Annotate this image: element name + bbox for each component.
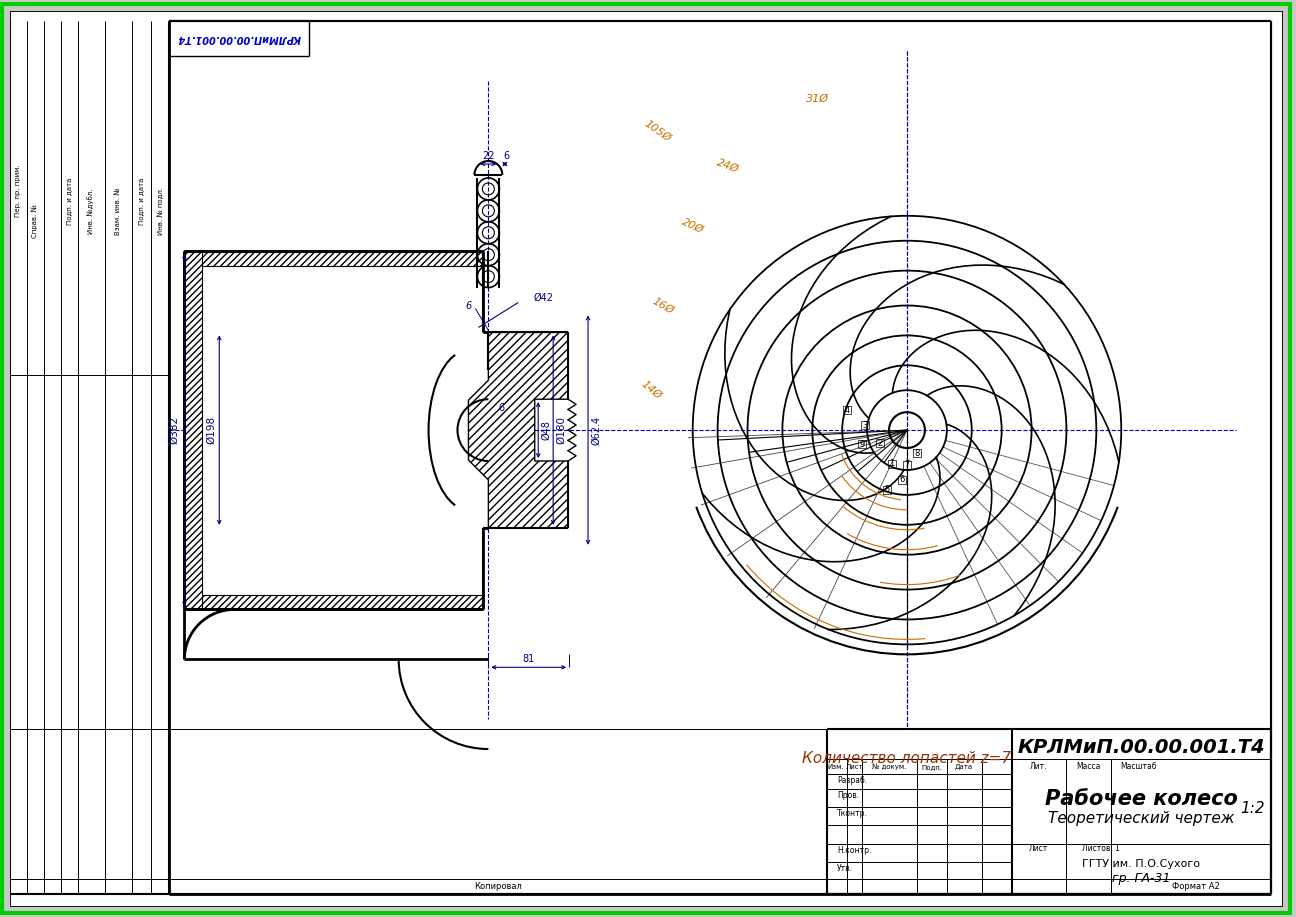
Text: Подп.: Подп. xyxy=(921,764,942,770)
Text: Листов  1: Листов 1 xyxy=(1082,845,1120,853)
Polygon shape xyxy=(184,250,202,610)
Bar xyxy=(898,476,906,484)
Text: Инв. № подл.: Инв. № подл. xyxy=(157,187,163,235)
Text: 1: 1 xyxy=(889,459,894,469)
Text: Ø42: Ø42 xyxy=(533,293,553,303)
Bar xyxy=(858,440,866,448)
Text: Ø62.4: Ø62.4 xyxy=(591,415,601,445)
Text: Ø180: Ø180 xyxy=(556,416,566,444)
Text: Инв. №дубл.: Инв. №дубл. xyxy=(87,188,95,234)
Text: 1:2: 1:2 xyxy=(1240,801,1265,816)
Text: Утв.: Утв. xyxy=(837,864,853,873)
Bar xyxy=(912,449,921,457)
Text: 9: 9 xyxy=(859,439,864,448)
Text: Рабочее колесо: Рабочее колесо xyxy=(1045,789,1238,809)
Text: Взам. инв. №: Взам. инв. № xyxy=(114,187,121,235)
Text: Справ. №: Справ. № xyxy=(31,204,38,238)
Polygon shape xyxy=(202,266,489,594)
Text: Подп. и дата: Подп. и дата xyxy=(137,177,144,225)
Text: 6: 6 xyxy=(465,301,472,311)
Bar xyxy=(883,486,892,494)
Text: Пер. пр. прим.: Пер. пр. прим. xyxy=(16,164,21,217)
Text: 20Ø: 20Ø xyxy=(680,216,705,235)
Text: 6: 6 xyxy=(899,475,905,484)
Text: Подп. и дата: Подп. и дата xyxy=(66,177,71,225)
Text: Разраб.: Разраб. xyxy=(837,777,867,786)
Text: 4: 4 xyxy=(845,405,850,414)
Text: 14Ø: 14Ø xyxy=(639,379,662,402)
Text: 31Ø: 31Ø xyxy=(806,94,828,105)
Text: Пров.: Пров. xyxy=(837,791,859,801)
Text: 2: 2 xyxy=(877,438,883,447)
Text: Ø198: Ø198 xyxy=(206,416,216,444)
Text: Количество лопастей z=7: Количество лопастей z=7 xyxy=(802,752,1012,767)
Text: Н.контр.: Н.контр. xyxy=(837,846,872,856)
Text: 16Ø: 16Ø xyxy=(651,295,675,315)
Bar xyxy=(876,439,884,447)
Text: Теоретический чертеж: Теоретический чертеж xyxy=(1048,812,1235,826)
Text: Формат А2: Формат А2 xyxy=(1172,882,1220,891)
Text: 7: 7 xyxy=(905,460,910,470)
Text: Дата: Дата xyxy=(955,764,973,770)
Text: Ø48: Ø48 xyxy=(542,420,551,440)
Text: 8: 8 xyxy=(914,448,920,458)
Bar xyxy=(903,461,911,469)
Text: 24Ø: 24Ø xyxy=(715,158,740,174)
Polygon shape xyxy=(184,250,483,266)
Polygon shape xyxy=(468,333,568,528)
Text: Масса: Масса xyxy=(1076,762,1100,771)
Text: КРЛМиП.00.00.001.Т4: КРЛМиП.00.00.001.Т4 xyxy=(1017,737,1265,757)
Bar xyxy=(844,406,851,414)
Text: 22: 22 xyxy=(482,151,495,161)
Text: Лист: Лист xyxy=(845,764,863,770)
Text: 5: 5 xyxy=(884,485,889,494)
Text: № докум.: № докум. xyxy=(872,764,906,770)
Text: 3: 3 xyxy=(862,421,868,429)
Text: Масштаб: Масштаб xyxy=(1120,762,1156,771)
Polygon shape xyxy=(184,594,483,610)
Text: 6: 6 xyxy=(498,403,504,414)
Text: гр. ГА-31: гр. ГА-31 xyxy=(1112,872,1170,885)
Text: 81: 81 xyxy=(522,655,534,664)
Text: Тконтр.: Тконтр. xyxy=(837,810,868,818)
Text: Лист: Лист xyxy=(1029,845,1048,853)
Bar xyxy=(861,421,870,429)
Text: Лит.: Лит. xyxy=(1030,762,1047,771)
Text: Копировал: Копировал xyxy=(474,882,522,891)
Text: Изм.: Изм. xyxy=(827,764,844,770)
Text: ГГТУ им. П.О.Сухого: ГГТУ им. П.О.Сухого xyxy=(1082,858,1200,868)
Bar xyxy=(888,460,896,468)
Text: 6: 6 xyxy=(503,151,509,161)
Text: 105Ø: 105Ø xyxy=(643,118,673,144)
Text: Ø382: Ø382 xyxy=(170,416,179,444)
Text: КРЛМиП.00.00.001.Т4: КРЛМиП.00.00.001.Т4 xyxy=(178,33,301,43)
